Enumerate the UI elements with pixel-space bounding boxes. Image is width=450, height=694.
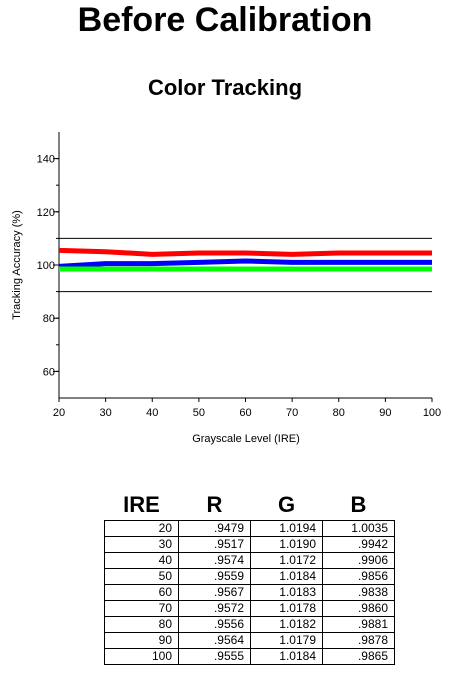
table-cell: .9567: [178, 584, 251, 601]
table-cell: 1.0184: [250, 568, 323, 585]
x-tick-label: 20: [53, 407, 65, 419]
table-cell: .9479: [178, 520, 251, 537]
table-cell: 1.0172: [250, 552, 323, 569]
table-row: 40.9574 1.0172.9906: [104, 552, 395, 569]
series-line-0: [58, 247, 432, 257]
table-cell: .9517: [178, 536, 251, 553]
table-row: 80.9556 1.0182.9881: [104, 616, 395, 633]
header-b: B: [350, 492, 367, 517]
table-cell: .9574: [178, 552, 251, 569]
table-cell: 90: [104, 632, 179, 649]
header-r: R: [206, 492, 223, 517]
table-cell: .9856: [322, 568, 395, 585]
table-row: 100.9555 1.0184.9865: [104, 648, 395, 665]
y-tick-label: 60: [43, 366, 55, 378]
table-row: 60.9567 1.0183.9838: [104, 584, 395, 601]
color-values-table: IRE R G B 20.9479 1.0194 1.0035 30.9517 1.01…: [104, 490, 395, 665]
y-tick-label: 140: [37, 154, 55, 166]
table-cell: 60: [104, 584, 179, 601]
table-cell: .9906: [322, 552, 395, 569]
table-cell: 1.0182: [250, 616, 323, 633]
table-cell: .9860: [322, 600, 395, 617]
table-cell: .9865: [322, 648, 395, 665]
y-tick-label: 100: [37, 260, 55, 272]
table-header-row: IRE R G B: [105, 490, 395, 521]
table-row: 20.9479 1.0194 1.0035: [104, 520, 395, 537]
table-cell: .9555: [178, 648, 251, 665]
x-tick-label: 40: [146, 407, 158, 419]
x-tick-label: 90: [379, 407, 391, 419]
table-row: 70.9572 1.0178.9860: [104, 600, 395, 617]
table-cell: 30: [104, 536, 179, 553]
color-tracking-chart: 60 80 100 120 140 20 30 40 50 60 70 80 90 100 Graysca…: [11, 132, 441, 445]
table-cell: 100: [104, 648, 179, 665]
y-tick-label: 120: [37, 207, 55, 219]
x-tick-label: 30: [100, 407, 112, 419]
table-cell: 80: [104, 616, 179, 633]
table-cell: 1.0183: [250, 584, 323, 601]
table-cell: .9838: [322, 584, 395, 601]
series-line-1: [58, 258, 432, 269]
table-row: 50.9559 1.0184.9856: [104, 568, 395, 585]
x-tick-label: 60: [239, 407, 251, 419]
table-cell: .9881: [322, 616, 395, 633]
table-cell: .9559: [178, 568, 251, 585]
table-cell: 1.0178: [250, 600, 323, 617]
x-tick-label: 100: [423, 407, 441, 419]
table-cell: 1.0179: [250, 632, 323, 649]
table-row: 90.9564 1.0179.9878: [104, 632, 395, 649]
chart-title: Color Tracking: [147, 75, 303, 100]
table-cell: 1.0194: [250, 520, 323, 537]
table-cell: .9942: [322, 536, 395, 553]
header-g: G: [277, 492, 296, 517]
table-cell: .9556: [178, 616, 251, 633]
table-cell: .9572: [178, 600, 251, 617]
table-cell: 1.0190: [250, 536, 323, 553]
y-tick-label: 80: [43, 313, 55, 325]
table-cell: 40: [104, 552, 179, 569]
table-cell: .9878: [322, 632, 395, 649]
page-title: Before Calibration: [77, 1, 373, 39]
x-tick-label: 70: [286, 407, 298, 419]
table-cell: 1.0035: [322, 520, 395, 537]
table-cell: 1.0184: [250, 648, 323, 665]
y-axis-label: Tracking Accuracy (%): [11, 210, 23, 320]
table-cell: 50: [104, 568, 179, 585]
table-cell: 20: [104, 520, 179, 537]
header-ire: IRE: [123, 492, 160, 517]
table-cell: .9564: [178, 632, 251, 649]
x-tick-label: 50: [193, 407, 205, 419]
table-cell: 70: [104, 600, 179, 617]
x-tick-label: 80: [333, 407, 345, 419]
x-axis-label: Grayscale Level (IRE): [192, 433, 300, 445]
table-row: 30.9517 1.0190.9942: [104, 536, 395, 553]
